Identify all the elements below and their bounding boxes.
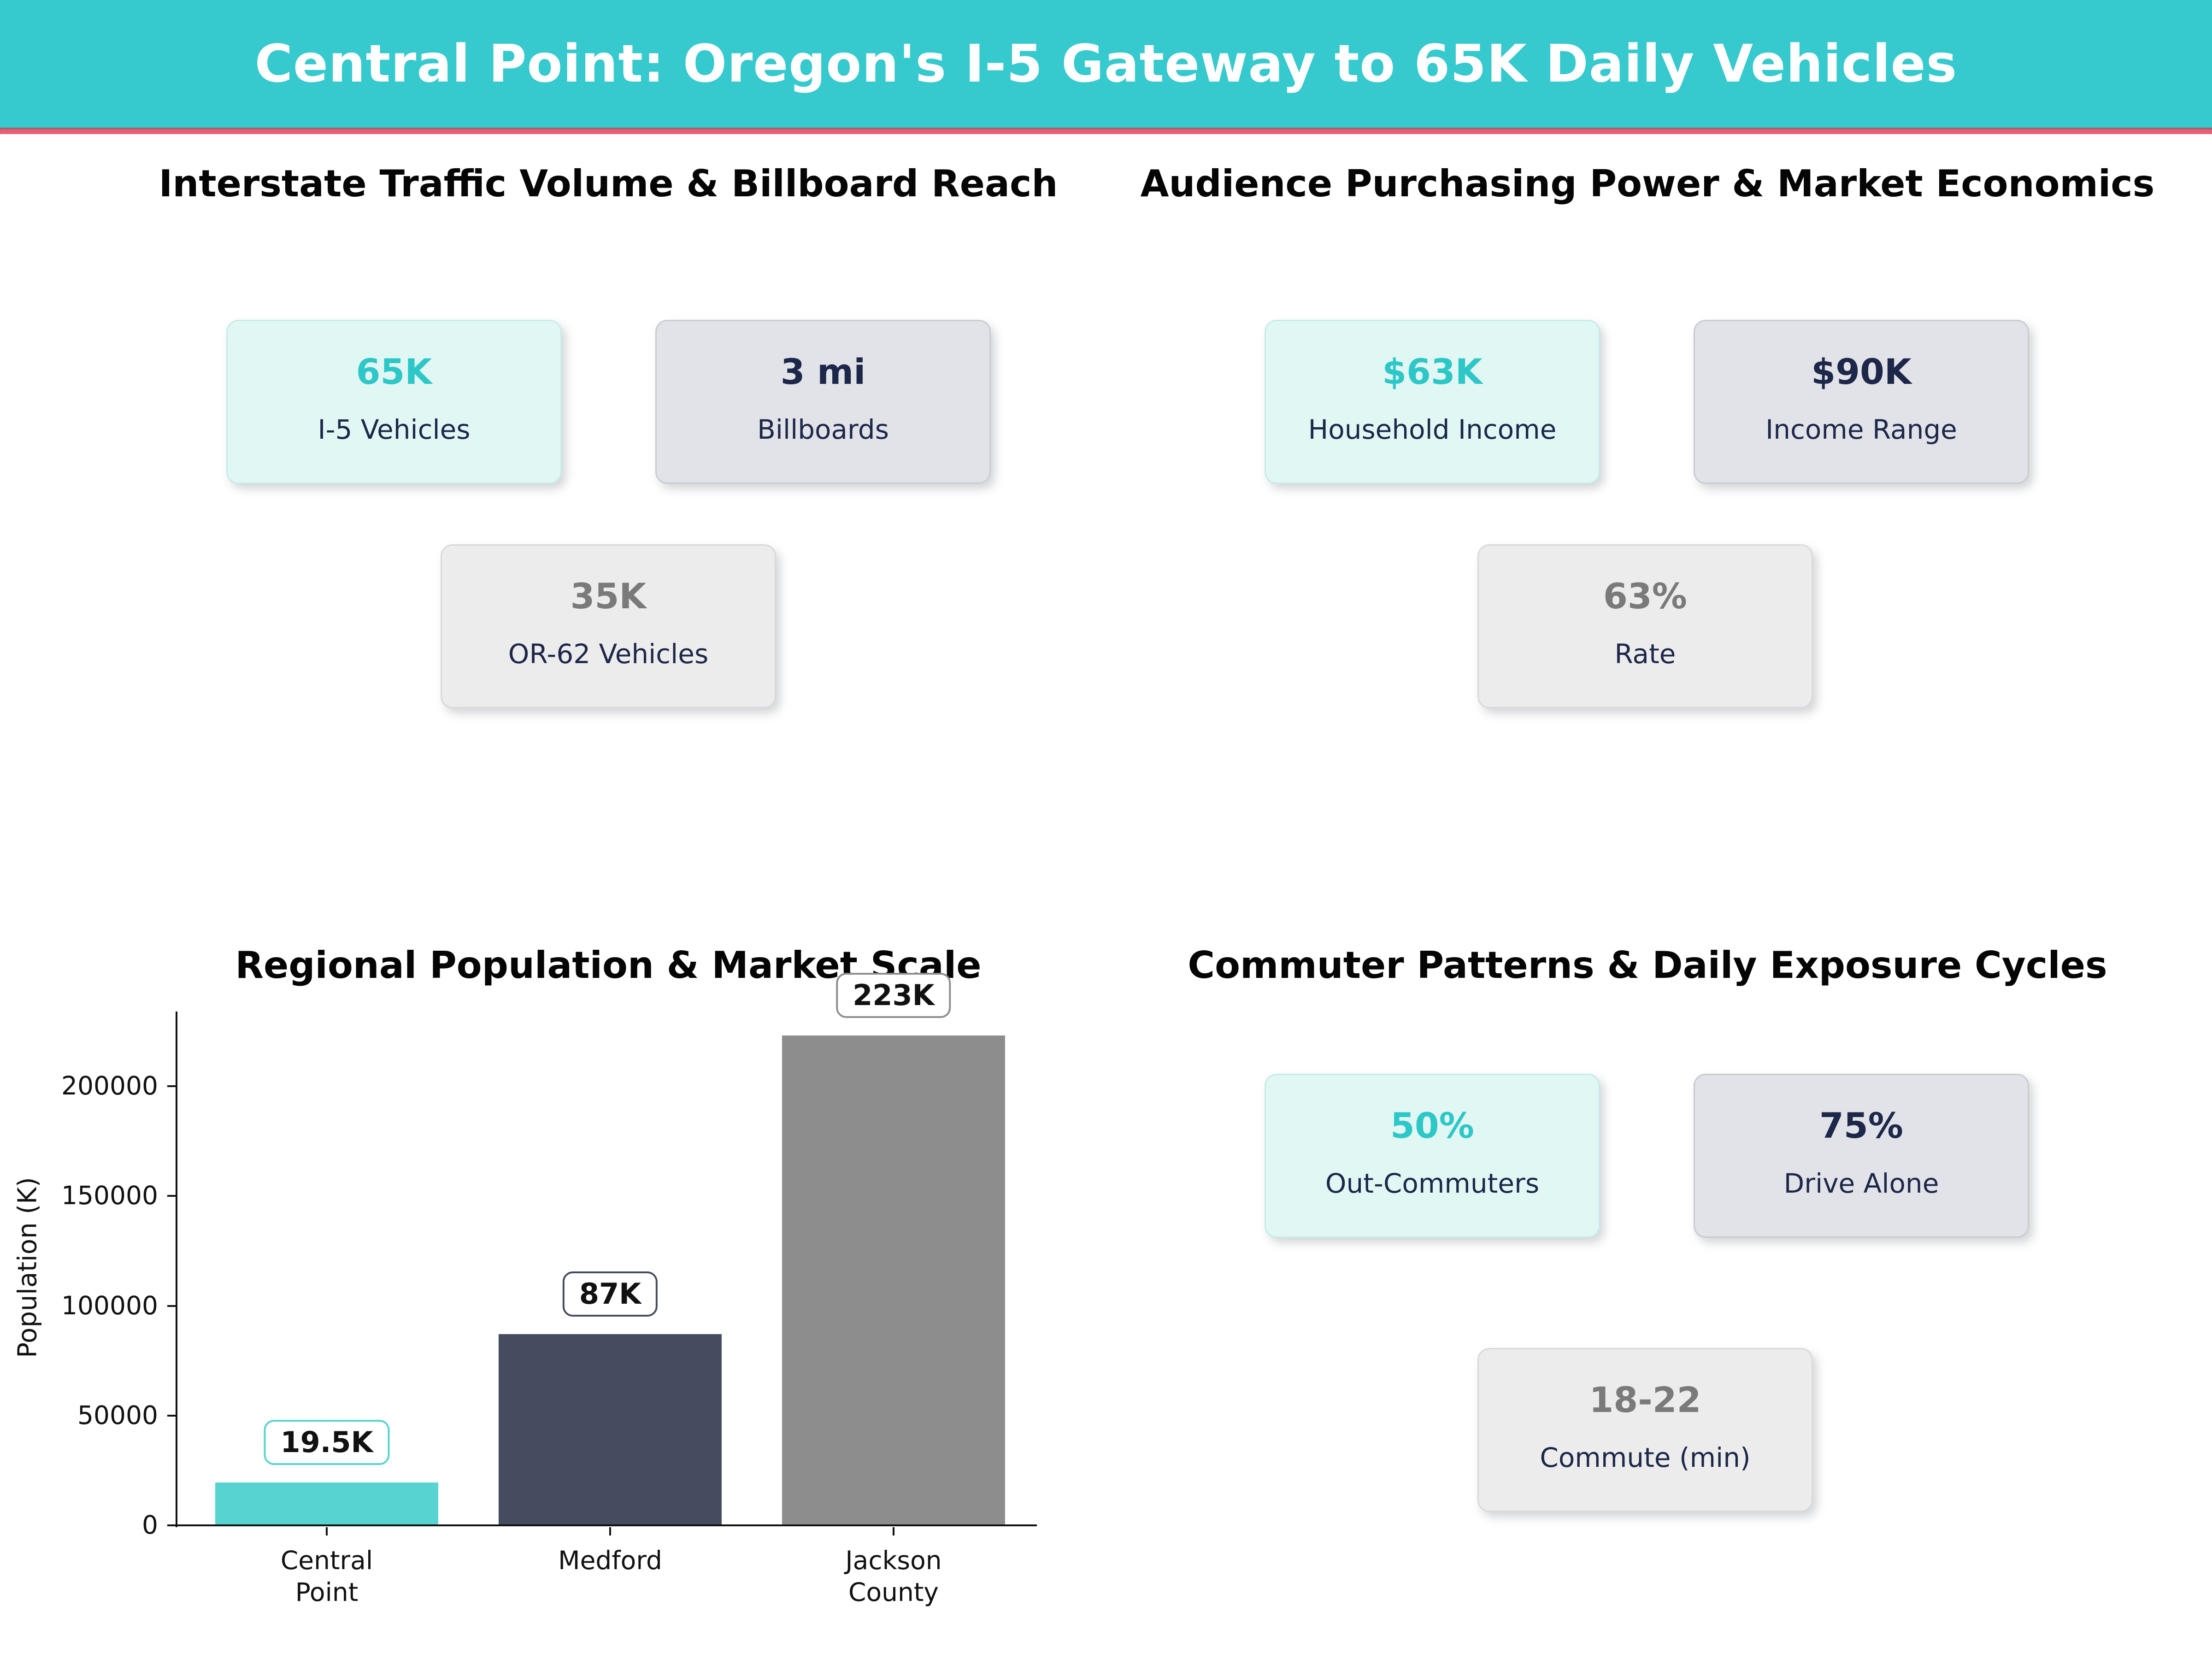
page-title: Central Point: Oregon's I-5 Gateway to 6… [254,34,1958,94]
y-tick-mark [167,1415,176,1417]
x-tick-mark [609,1527,611,1535]
x-axis-spine [176,1524,1037,1526]
y-tick-label: 50000 [77,1400,158,1430]
section-title-economics: Audience Purchasing Power & Market Econo… [1140,162,2155,205]
x-tick-mark [893,1527,894,1535]
y-tick-mark [167,1085,176,1087]
bar-central-point [215,1483,438,1525]
stat-card-or62-vehicles: 35K OR-62 Vehicles [441,544,776,708]
x-tick-label-central-point: Central Point [280,1546,373,1607]
stat-card-drive-alone: 75% Drive Alone [1694,1074,2029,1238]
section-title-commuter: Commuter Patterns & Daily Exposure Cycle… [1188,944,2107,987]
stat-label-rate: Rate [1614,638,1676,670]
stat-value-drive-alone: 75% [1819,1105,1903,1146]
stat-card-i5-vehicles: 65K I-5 Vehicles [226,320,562,484]
y-tick-label: 200000 [61,1071,158,1100]
accent-divider-line [0,128,2212,134]
stat-label-billboards: Billboards [757,414,889,445]
y-tick-mark [167,1195,176,1197]
header-banner: Central Point: Oregon's I-5 Gateway to 6… [0,0,2212,128]
bar-jackson-county [782,1035,1005,1525]
x-tick-label-medford: Medford [558,1546,662,1575]
bar-medford [499,1334,722,1525]
bar-value-label-jackson-county: 223K [836,973,951,1018]
stat-card-out-commuters: 50% Out-Commuters [1265,1074,1600,1238]
stat-value-i5-vehicles: 65K [356,351,432,392]
stat-label-commute-min: Commute (min) [1540,1442,1751,1473]
x-tick-label-jackson-county: Jackson County [845,1546,942,1607]
y-tick-mark [167,1305,176,1307]
bar-value-label-medford: 87K [562,1271,658,1317]
x-tick-mark [326,1527,328,1535]
stat-value-billboards: 3 mi [780,351,866,392]
stat-card-rate: 63% Rate [1477,544,1813,708]
stat-label-income-range: Income Range [1765,414,1957,445]
stat-value-income-range: $90K [1811,351,1912,392]
stat-value-out-commuters: 50% [1390,1105,1474,1146]
stat-card-commute-min: 18-22 Commute (min) [1477,1348,1813,1512]
stat-label-household-income: Household Income [1308,414,1557,445]
stat-label-i5-vehicles: I-5 Vehicles [318,414,471,445]
stat-value-or62-vehicles: 35K [570,576,647,617]
stat-label-out-commuters: Out-Commuters [1325,1168,1540,1199]
stat-value-commute-min: 18-22 [1589,1379,1701,1420]
stat-value-rate: 63% [1603,576,1687,617]
y-axis-title: Population (K) [12,1177,43,1358]
stat-label-or62-vehicles: OR-62 Vehicles [508,638,709,670]
y-tick-label: 0 [142,1510,158,1540]
section-title-traffic: Interstate Traffic Volume & Billboard Re… [159,162,1058,205]
y-axis-spine [176,1012,177,1527]
y-tick-label: 100000 [61,1291,158,1320]
stat-card-income-range: $90K Income Range [1694,320,2029,484]
stat-card-billboards: 3 mi Billboards [655,320,991,484]
bar-value-label-central-point: 19.5K [264,1420,390,1465]
y-tick-label: 150000 [61,1181,158,1210]
stat-value-household-income: $63K [1382,351,1483,392]
stat-label-drive-alone: Drive Alone [1783,1168,1939,1199]
y-tick-mark [167,1524,176,1526]
stat-card-household-income: $63K Household Income [1265,320,1600,484]
